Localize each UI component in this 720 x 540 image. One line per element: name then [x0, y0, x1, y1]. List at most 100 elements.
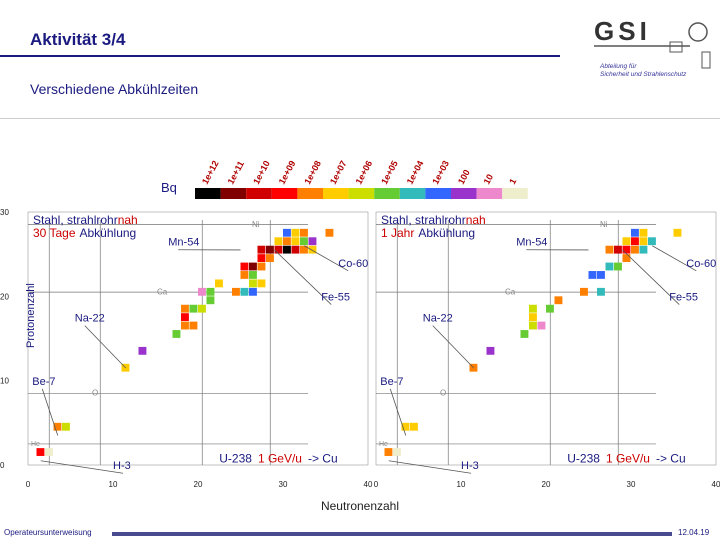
element-mark: Ni [252, 220, 260, 229]
nuclide-cell [138, 346, 147, 355]
panel-heading-highlight: nah [466, 213, 486, 227]
annotation-label: H-3 [113, 460, 131, 472]
footer-bar [112, 532, 672, 536]
annotation-label: Fe-55 [669, 292, 698, 304]
nuclide-cell [291, 237, 300, 246]
scale-swatch [195, 188, 221, 199]
nuclide-cell [257, 262, 266, 271]
nuclide-cell [393, 448, 401, 456]
footer-label: Operateursunterweisung [4, 528, 92, 537]
nuclide-cell [181, 313, 189, 322]
nuclide-cell [283, 228, 291, 237]
scale-label: 1e+07 [328, 159, 349, 186]
annotation-leader [432, 325, 475, 369]
annotation-leader [40, 460, 124, 474]
footer-date: 12.04.19 [678, 528, 710, 537]
nuclide-cell [274, 237, 283, 246]
nuclide-cell [62, 422, 70, 431]
nuclide-cell [274, 245, 283, 254]
activity-chart: 1e+12 1e+11 1e+10 1e+09 1e+08 1e+07 1e+06 1e+05… [0, 159, 720, 513]
y-axis-label: Protonenzahl [25, 283, 37, 348]
scale-swatch [246, 188, 272, 199]
nuclide-cell [622, 245, 631, 254]
slide-title: Aktivität 3/4 [30, 30, 126, 49]
element-mark: Ca [505, 287, 516, 296]
nuclide-cell [410, 422, 418, 431]
nuclide-cell [300, 228, 308, 237]
nuclide-cell [325, 228, 334, 237]
x-tick-label: 40 [712, 480, 720, 489]
annotation-leader [304, 245, 349, 272]
nuclide-cell [232, 287, 240, 296]
panel-heading: Stahl, strahlrohrnah [33, 213, 138, 227]
panel-cooling: 1 Jahr Abkühlung [381, 226, 475, 240]
scale-label: 1e+11 [226, 159, 246, 186]
panel-frame [375, 211, 717, 466]
nuclide-cell [308, 237, 317, 246]
nuclide-cell [249, 271, 257, 279]
nuclide-cell [529, 321, 537, 330]
scale-label: 1e+03 [430, 159, 451, 186]
cooling-word: Abkühlung [418, 226, 475, 240]
nuclide-cell [189, 304, 198, 313]
scale-label: 1 [507, 177, 518, 186]
element-mark: Ca [157, 287, 168, 296]
panel-cooling: 30 Tage Abkühlung [33, 226, 136, 240]
y-tick-label: 30 [0, 208, 9, 217]
nuclide-cell [546, 304, 554, 313]
x-tick-label: 0 [26, 480, 31, 489]
scale-swatch [297, 188, 323, 199]
cooling-word: Abkühlung [80, 226, 137, 240]
cooling-time: 1 Jahr [381, 226, 414, 240]
annotation-label: Co-60 [338, 258, 368, 270]
nuclide-cell [639, 245, 648, 254]
nuclide-cell [639, 228, 648, 237]
x-tick-label: 20 [194, 480, 203, 489]
nuclide-cell [198, 304, 206, 313]
nuclide-cell [588, 271, 597, 279]
scale-label: 10 [482, 172, 496, 186]
nuclide-cell [597, 287, 605, 296]
nuclide-cell [240, 271, 249, 279]
scale-label: 1e+12 [200, 159, 221, 186]
nuclide-cell [266, 254, 274, 262]
annotation-label: Co-60 [686, 258, 716, 270]
scale-label: 1e+09 [277, 159, 298, 186]
nuclide-cell [622, 254, 631, 262]
nuclide-cell [249, 287, 257, 296]
beam-target: -> Cu [656, 451, 686, 465]
annotation-label: Mn-54 [168, 237, 199, 249]
scale-swatch [476, 188, 503, 199]
nuclide-cell [45, 448, 53, 456]
nuclide-cell [554, 296, 563, 305]
scale-swatch [399, 188, 426, 199]
nuclide-cell [300, 245, 308, 254]
nuclide-cell [529, 304, 537, 313]
panel-heading-main: Stahl, strahlrohr [381, 213, 466, 227]
nuclide-cell [206, 287, 215, 296]
beam-target: -> Cu [308, 451, 338, 465]
annotation-leader [41, 388, 59, 436]
beam-info: U-238 1 GeV/u -> Cu [567, 451, 685, 465]
nuclide-cell [384, 448, 393, 456]
nuclide-cell [249, 279, 257, 288]
nuclide-cell [36, 448, 45, 456]
y-tick-label: 10 [0, 377, 9, 386]
nuclide-cell [181, 321, 189, 330]
scale-swatch [271, 188, 298, 199]
scale-label: 1e+06 [354, 159, 375, 186]
scale-swatch [425, 188, 451, 199]
nuclide-cell [308, 245, 317, 254]
panel-frame [27, 211, 369, 466]
x-tick-label: 30 [627, 480, 636, 489]
nuclide-cell [283, 245, 291, 254]
nuclide-cell [172, 330, 181, 338]
y-tick-label: 20 [0, 292, 9, 301]
beam-prefix: U-238 [219, 451, 252, 465]
scale-swatch [323, 188, 349, 199]
x-tick-label: 0 [374, 480, 379, 489]
nuclide-cell [198, 287, 206, 296]
panel-heading: Stahl, strahlrohrnah [381, 213, 486, 227]
nuclide-cell [401, 422, 410, 431]
